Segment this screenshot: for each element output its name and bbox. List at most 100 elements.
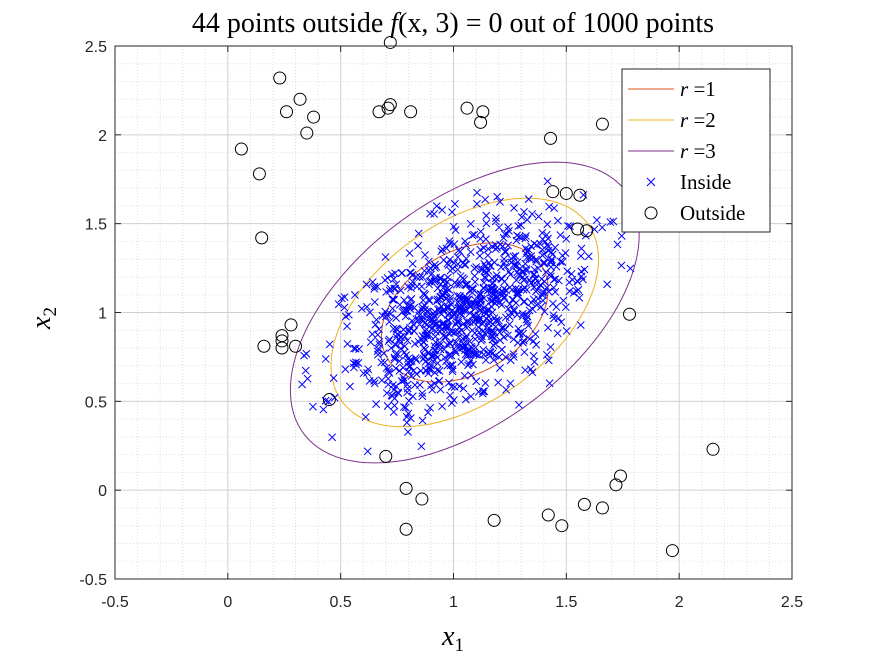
inside-point [500,255,508,264]
inside-point [553,329,562,338]
inside-point [514,222,523,231]
inside-point [466,302,475,311]
inside-point [393,388,402,397]
inside-point [521,259,530,268]
inside-point [552,262,561,271]
outside-point [383,98,397,112]
inside-point [617,261,626,270]
inside-point [410,303,419,312]
inside-point [577,244,586,253]
inside-point [454,298,463,307]
inside-point [329,374,338,383]
inside-point [550,275,558,284]
inside-point [529,295,538,304]
inside-point [364,365,373,374]
inside-point [370,379,379,388]
inside-point [513,288,522,297]
inside-point [452,338,461,347]
inside-point [481,330,490,339]
x-axis-label-sub: 1 [454,635,464,656]
inside-point [556,257,565,266]
y-tick-label: 0 [98,483,107,500]
inside-point [440,345,448,354]
inside-point [390,355,399,364]
inside-point [525,306,534,315]
inside-point [519,336,528,345]
inside-point [484,267,493,275]
inside-point [418,389,427,398]
x-tick-label: 2 [675,594,684,611]
inside-point [447,382,456,391]
inside-point [447,300,456,309]
inside-point [450,382,459,391]
inside-point [454,333,463,342]
inside-point [542,283,551,292]
inside-point [398,377,406,386]
inside-point [426,364,435,373]
inside-point [389,408,398,416]
chart-title: 44 points outside f(x, 3) = 0 out of 100… [192,8,714,39]
inside-point [346,382,354,391]
inside-point [462,254,471,263]
x-tick-label: -0.5 [101,594,129,611]
inside-point [461,280,470,289]
inside-point [438,245,447,254]
outside-point [706,442,720,456]
inside-point [472,377,481,386]
inside-point [406,268,415,277]
inside-point [408,281,416,289]
inside-point [449,222,458,231]
inside-point [504,241,512,250]
inside-point [383,402,392,410]
y-axis-label-sub: 2 [40,307,61,317]
inside-point [527,298,536,307]
inside-point [383,311,392,320]
inside-point [530,357,539,366]
inside-point [396,286,405,295]
outside-point [300,126,314,140]
inside-point [404,409,413,418]
outside-point [559,186,573,200]
inside-point [404,282,412,291]
y-tick-label: 1.5 [85,217,107,234]
outside-point [280,105,294,119]
inside-point [462,241,471,250]
inside-point [562,234,571,243]
inside-point [391,269,400,278]
inside-point [551,287,560,296]
inside-point [368,278,377,287]
outside-point [595,117,609,131]
inside-point [415,311,424,320]
inside-point [470,299,479,308]
inside-point [493,243,502,252]
title-fn: f [390,8,401,39]
inside-point [491,217,500,226]
inside-point [454,316,463,325]
inside-point [468,298,476,307]
outside-point [577,497,591,511]
inside-point [445,237,454,246]
inside-point [439,305,448,314]
inside-point [380,358,389,367]
inside-point [319,405,328,414]
inside-point [471,277,480,286]
inside-point [406,268,414,277]
inside-point [565,287,574,296]
inside-point [495,353,503,362]
inside-points [298,177,635,456]
inside-point [564,221,572,230]
inside-point [385,317,394,326]
inside-point [545,202,554,211]
inside-point [449,396,458,405]
inside-point [550,314,558,323]
inside-point [603,280,612,289]
inside-point [371,320,380,329]
inside-point [479,243,488,252]
inside-point [523,247,532,255]
inside-point [375,337,384,346]
inside-point [546,343,555,352]
inside-point [551,243,560,252]
inside-point [609,217,618,226]
inside-point [547,256,556,265]
inside-point [473,188,482,197]
